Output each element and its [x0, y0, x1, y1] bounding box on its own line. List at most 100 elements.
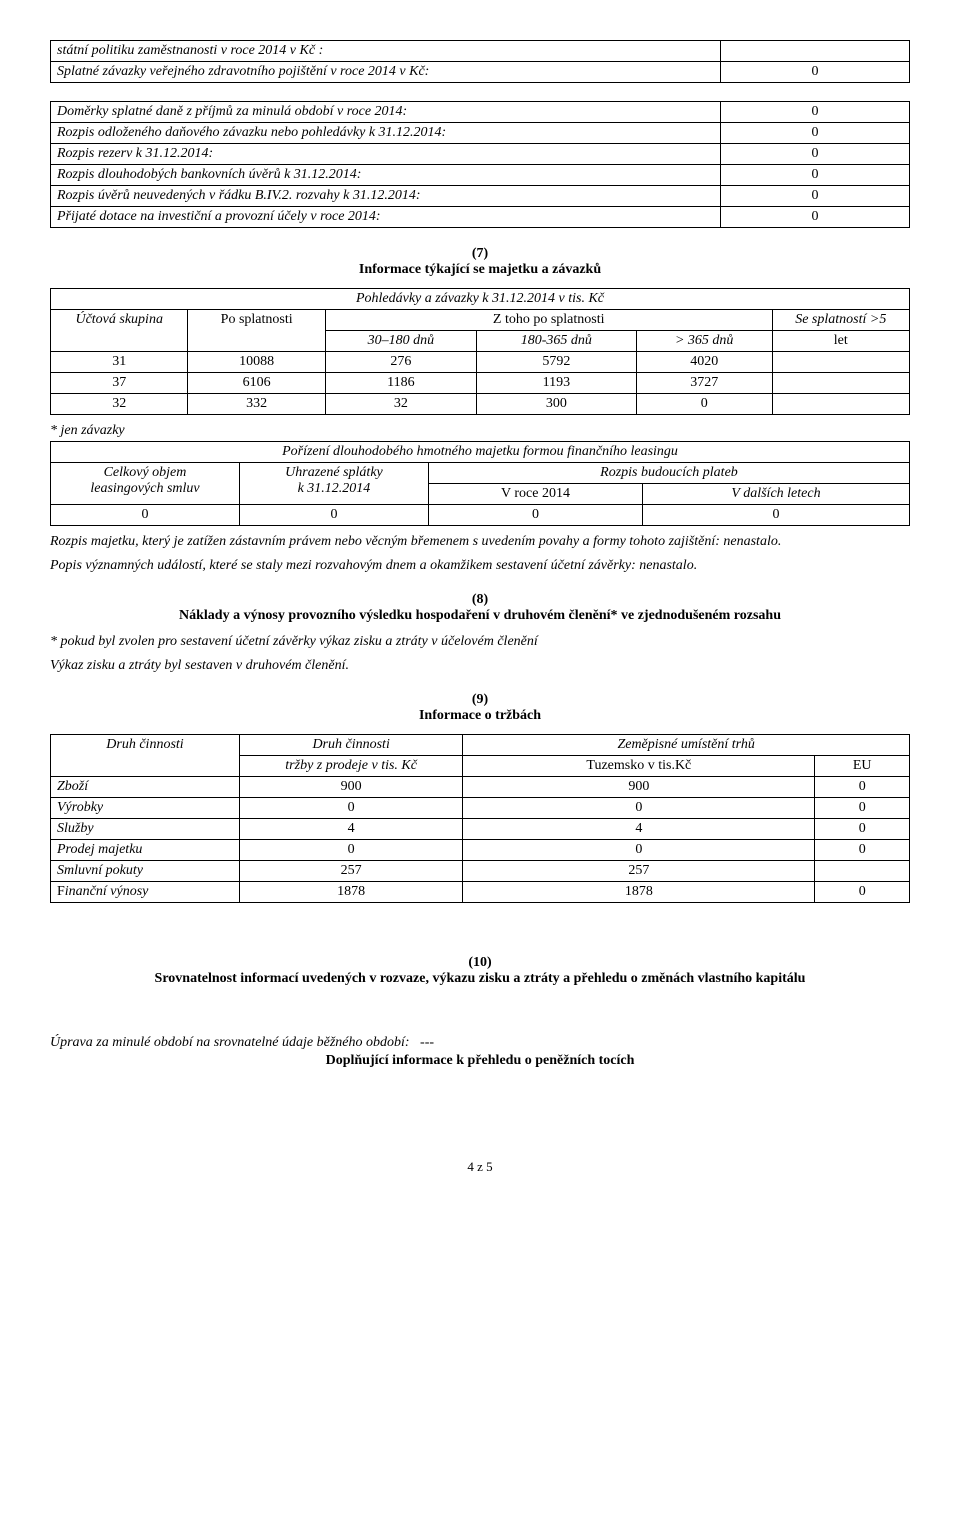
table-leasing: Pořízení dlouhodobého hmotného majetku f… [50, 441, 910, 526]
cell: 3727 [636, 373, 772, 394]
col-header: Účtová skupina [51, 310, 188, 352]
cell-label: Smluvní pokuty [51, 861, 240, 882]
cell: 32 [325, 394, 476, 415]
section-8-stmt: Výkaz zisku a ztráty byl sestaven v druh… [50, 658, 910, 674]
table-row: 32332323000 [51, 394, 910, 415]
table-row: Rozpis dlouhodobých bankovních úvěrů k 3… [51, 165, 910, 186]
cell-label: státní politiku zaměstnanosti v roce 201… [51, 41, 721, 62]
cell: 276 [325, 352, 476, 373]
note-star: * jen závazky [50, 423, 910, 439]
cell: 0 [428, 505, 642, 526]
cell: 0 [815, 777, 910, 798]
sub-header: tržby z prodeje v tis. Kč [239, 756, 462, 777]
cell-label: Splatné závazky veřejného zdravotního po… [51, 62, 721, 83]
cell-value: 0 [721, 165, 910, 186]
table-tax-items: Doměrky splatné daně z příjmů za minulá … [50, 101, 910, 228]
table-row: Rozpis odloženého daňového závazku nebo … [51, 123, 910, 144]
table-caption-row: Pohledávky a závazky k 31.12.2014 v tis.… [51, 289, 910, 310]
table-row: Zboží9009000 [51, 777, 910, 798]
cell [772, 352, 909, 373]
section-number: (8) [50, 592, 910, 608]
section-number: (7) [50, 246, 910, 262]
sub-header: V dalších letech [643, 484, 910, 505]
section-number: (10) [50, 955, 910, 971]
cell-value: 0 [721, 207, 910, 228]
cell: 0 [815, 840, 910, 861]
table-caption: Pořízení dlouhodobého hmotného majetku f… [51, 442, 910, 463]
cell-label: Výrobky [51, 798, 240, 819]
col-header: Se splatností >5 [772, 310, 909, 331]
col-header: Po splatnosti [188, 310, 325, 352]
cell-label: Zboží [51, 777, 240, 798]
table-row: 0 0 0 0 [51, 505, 910, 526]
col-header: Rozpis budoucích plateb [428, 463, 909, 484]
cell: 1193 [476, 373, 636, 394]
cell-value: 0 [721, 62, 910, 83]
sub-header: 180-365 dnů [476, 331, 636, 352]
cell-label: Rozpis dlouhodobých bankovních úvěrů k 3… [51, 165, 721, 186]
cell: 900 [463, 777, 815, 798]
cell-value: 0 [721, 144, 910, 165]
cell: 0 [463, 798, 815, 819]
table-header-row: Účtová skupina Po splatnosti Z toho po s… [51, 310, 910, 331]
sub-header: V roce 2014 [428, 484, 642, 505]
para-zastavni: Rozpis majetku, který je zatížen zástavn… [50, 534, 910, 550]
cell-label: Prodej majetku [51, 840, 240, 861]
cell: 0 [239, 840, 462, 861]
cell-value [721, 41, 910, 62]
cell-label: Rozpis rezerv k 31.12.2014: [51, 144, 721, 165]
section-title: Informace týkající se majetku a závazků [359, 262, 601, 277]
cell: 1878 [239, 882, 462, 903]
table-row: Splatné závazky veřejného zdravotního po… [51, 62, 910, 83]
cell: 0 [643, 505, 910, 526]
cell: 0 [815, 819, 910, 840]
cell: 0 [51, 505, 240, 526]
section-10-heading: (10) Srovnatelnost informací uvedených v… [50, 955, 910, 987]
cell: 32 [51, 394, 188, 415]
table-row: 311008827657924020 [51, 352, 910, 373]
col-header: Druh činnosti [239, 735, 462, 756]
cell: 1878 [463, 882, 815, 903]
table-row: Prodej majetku000 [51, 840, 910, 861]
cell-label: Služby [51, 819, 240, 840]
table-receivables: Pohledávky a závazky k 31.12.2014 v tis.… [50, 288, 910, 415]
cell: 1186 [325, 373, 476, 394]
cell: 31 [51, 352, 188, 373]
section-title: Srovnatelnost informací uvedených v rozv… [155, 971, 806, 986]
cell-value: 0 [721, 186, 910, 207]
col-header: Uhrazené splátkyk 31.12.2014 [239, 463, 428, 505]
page-footer: 4 z 5 [50, 1159, 910, 1175]
sub-header: EU [815, 756, 910, 777]
sub-header: 30–180 dnů [325, 331, 476, 352]
cell: 6106 [188, 373, 325, 394]
cell [815, 861, 910, 882]
cell: 4020 [636, 352, 772, 373]
cell [772, 373, 909, 394]
table-caption: Pohledávky a závazky k 31.12.2014 v tis.… [51, 289, 910, 310]
table-row: Smluvní pokuty257257 [51, 861, 910, 882]
table-row: státní politiku zaměstnanosti v roce 201… [51, 41, 910, 62]
section-number: (9) [50, 692, 910, 708]
table-policy: státní politiku zaměstnanosti v roce 201… [50, 40, 910, 83]
section-title: Informace o tržbách [419, 708, 541, 723]
table-caption-row: Pořízení dlouhodobého hmotného majetku f… [51, 442, 910, 463]
col-header: Celkový objemleasingových smluv [51, 463, 240, 505]
cell: 300 [476, 394, 636, 415]
table-header-row: Druh činnosti Druh činnosti Zeměpisné um… [51, 735, 910, 756]
section-8-note: * pokud byl zvolen pro sestavení účetní … [50, 634, 910, 650]
table-row: Doměrky splatné daně z příjmů za minulá … [51, 102, 910, 123]
para-udalosti: Popis významných událostí, které se stal… [50, 558, 910, 574]
col-header: Z toho po splatnosti [325, 310, 772, 331]
col-header: Druh činnosti [51, 735, 240, 777]
table-row: Služby440 [51, 819, 910, 840]
cell: 0 [463, 840, 815, 861]
table-row: 376106118611933727 [51, 373, 910, 394]
section-title: Náklady a výnosy provozního výsledku hos… [179, 608, 781, 623]
sub-header: Tuzemsko v tis.Kč [463, 756, 815, 777]
section-7-heading: (7) Informace týkající se majetku a záva… [50, 246, 910, 278]
table-row: Rozpis úvěrů neuvedených v řádku B.IV.2.… [51, 186, 910, 207]
cell: 4 [463, 819, 815, 840]
table-revenue: Druh činnosti Druh činnosti Zeměpisné um… [50, 734, 910, 903]
section-8-heading: (8) Náklady a výnosy provozního výsledku… [50, 592, 910, 624]
table-row: Rozpis rezerv k 31.12.2014:0 [51, 144, 910, 165]
